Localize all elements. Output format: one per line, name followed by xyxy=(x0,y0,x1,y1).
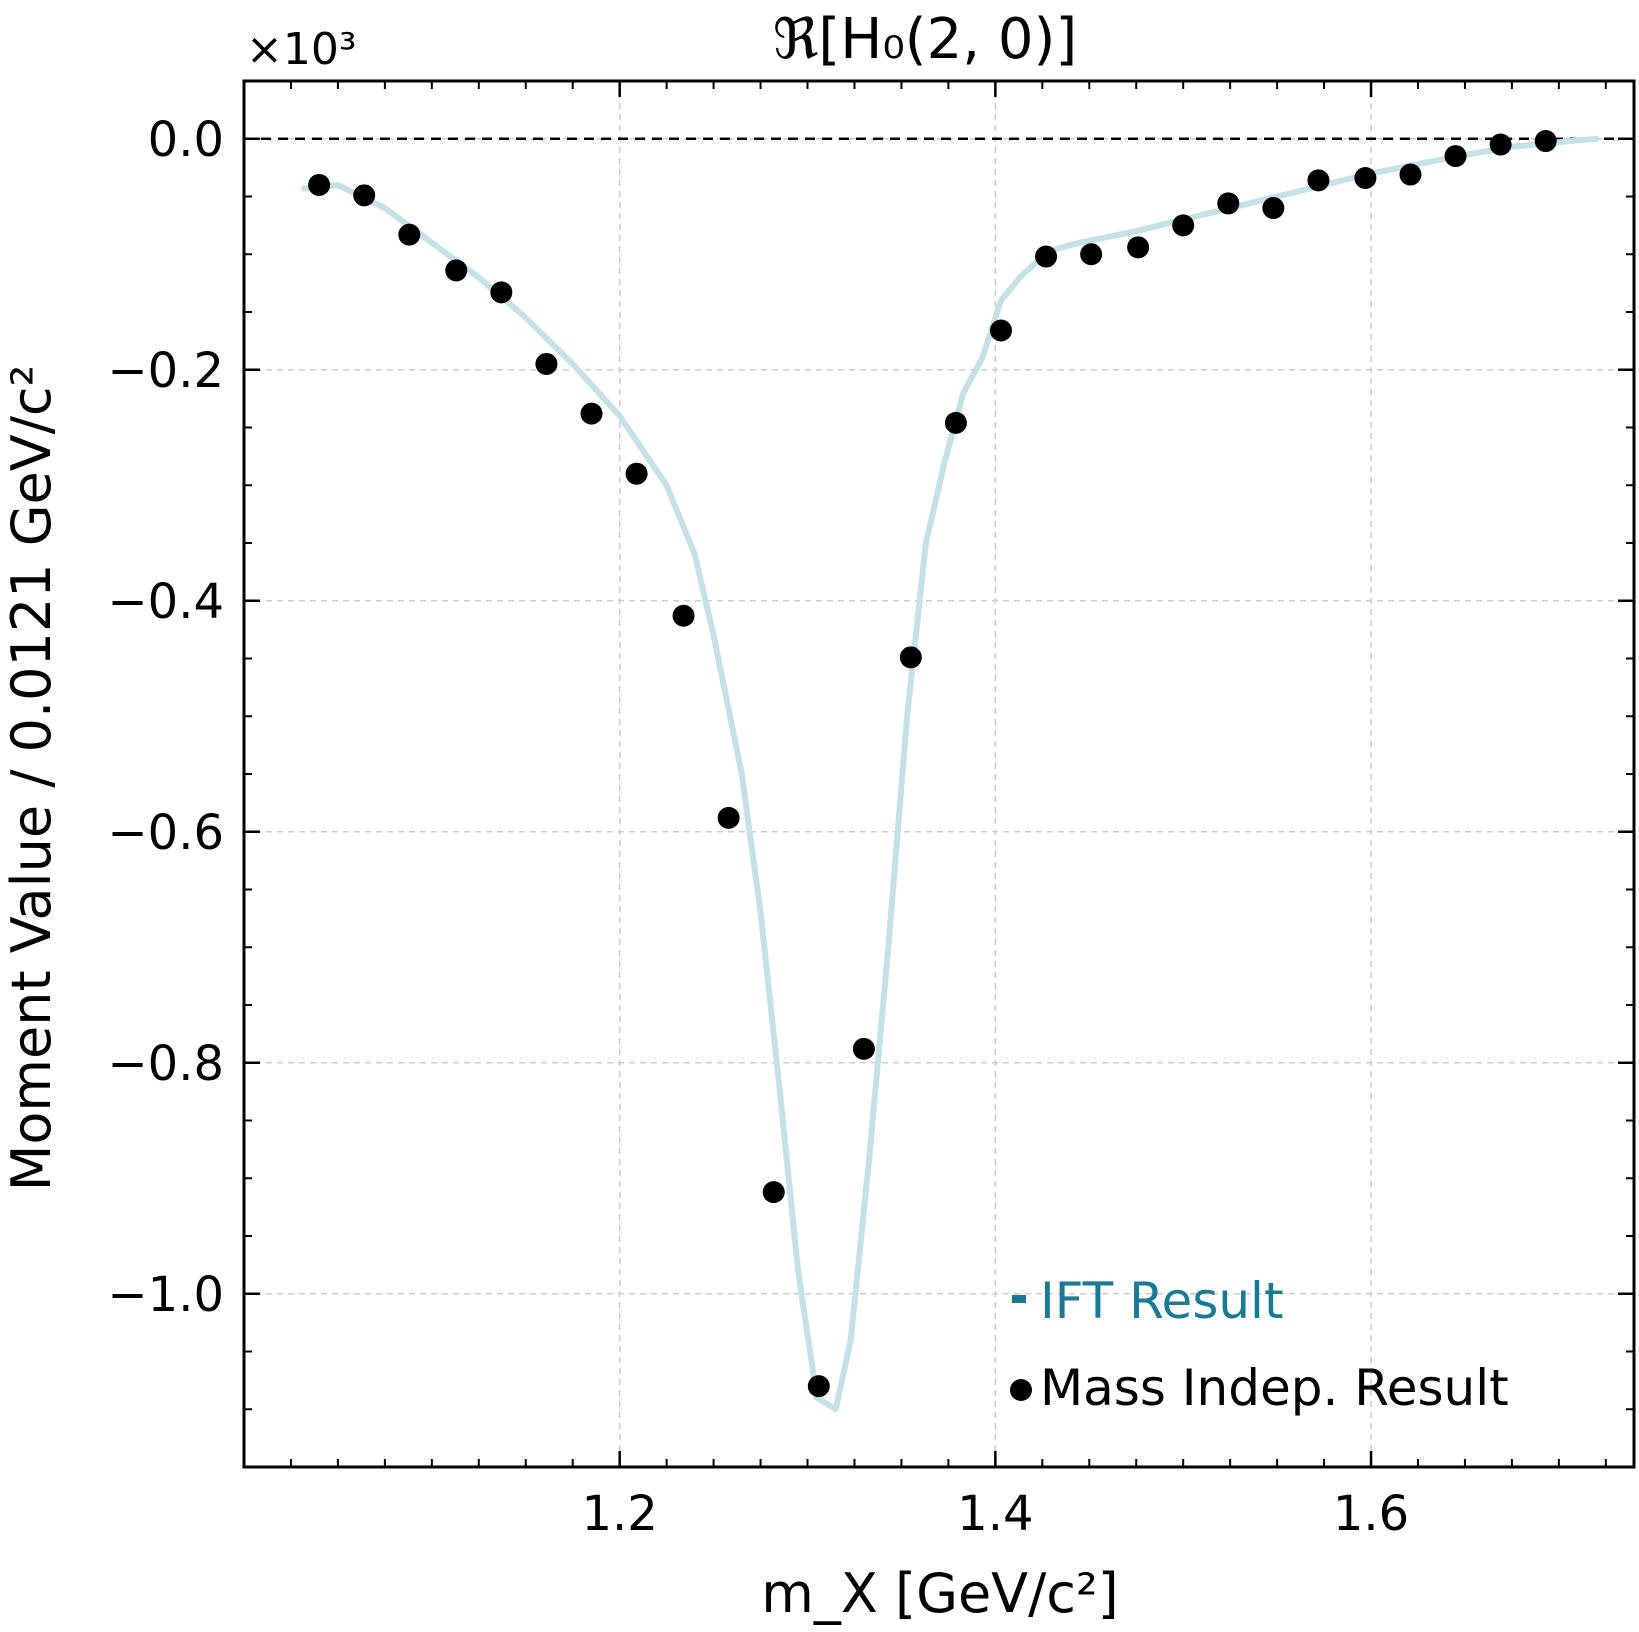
x-axis-label: m_X [GeV/c²] xyxy=(761,1562,1118,1625)
mass-indep-point xyxy=(672,604,695,627)
mass-indep-point xyxy=(899,646,922,669)
legend-line-swatch xyxy=(1012,1295,1026,1303)
y-tick-label: 0.0 xyxy=(148,112,224,168)
grid xyxy=(244,81,1634,1467)
mass-indep-point xyxy=(1444,145,1467,168)
chart-title: ℜ[H₀(2, 0)] xyxy=(773,7,1077,72)
y-tick-label: −1.0 xyxy=(107,1267,224,1323)
mass-indep-point xyxy=(989,319,1012,342)
x-tick-label: 1.2 xyxy=(582,1486,658,1542)
y-tick-label: −0.4 xyxy=(107,574,224,630)
mass-indep-point xyxy=(490,281,513,304)
tick-labels: 1.2 1.4 1.6 0.0 −0.2 −0.4 −0.6 −0.8 −1.0 xyxy=(107,112,1409,1542)
mass-indep-point xyxy=(807,1375,830,1398)
mass-indep-point xyxy=(1172,214,1195,237)
mass-indep-point xyxy=(1307,169,1330,192)
mass-indep-point xyxy=(1127,236,1150,259)
legend-label-mass-indep: Mass Indep. Result xyxy=(1040,1359,1509,1417)
mass-indep-point xyxy=(1080,243,1103,266)
mass-indep-point xyxy=(1354,167,1377,190)
mass-indep-point xyxy=(535,352,558,375)
plot-frame xyxy=(242,79,1636,1469)
y-tick-label: −0.2 xyxy=(107,343,224,399)
axes xyxy=(242,79,1636,1469)
legend-label-ift: IFT Result xyxy=(1040,1272,1284,1330)
mass-indep-point xyxy=(717,806,740,829)
mass-indep-point xyxy=(580,402,603,425)
mass-indep-point xyxy=(944,411,967,434)
ift-result-line xyxy=(301,135,1600,1413)
mass-indep-point xyxy=(625,462,648,485)
mass-indep-point xyxy=(1534,130,1557,153)
mass-indep-point xyxy=(445,259,468,282)
mass-indep-point xyxy=(1217,192,1240,215)
mass-indep-point xyxy=(1262,197,1285,220)
y-offset-label: ×10³ xyxy=(246,24,357,75)
mass-indep-point xyxy=(852,1037,875,1060)
y-axis-label: Moment Value / 0.0121 GeV/c² xyxy=(0,365,63,1191)
x-tick-label: 1.4 xyxy=(957,1486,1033,1542)
mass-indep-point xyxy=(1489,133,1512,156)
y-tick-label: −0.8 xyxy=(107,1036,224,1092)
y-tick-label: −0.6 xyxy=(107,805,224,861)
mass-indep-point xyxy=(353,184,376,207)
mass-indep-point xyxy=(1399,163,1422,186)
mass-indep-point xyxy=(1035,245,1058,268)
legend-marker-mass-indep xyxy=(1010,1379,1032,1401)
mass-indep-point xyxy=(762,1181,785,1204)
mass-indep-point xyxy=(308,173,331,196)
legend: IFT Result Mass Indep. Result xyxy=(1010,1272,1509,1417)
tick-marks xyxy=(244,80,1634,1468)
series-layer xyxy=(301,130,1600,1413)
x-tick-label: 1.6 xyxy=(1333,1486,1409,1542)
mass-indep-point xyxy=(398,223,421,246)
